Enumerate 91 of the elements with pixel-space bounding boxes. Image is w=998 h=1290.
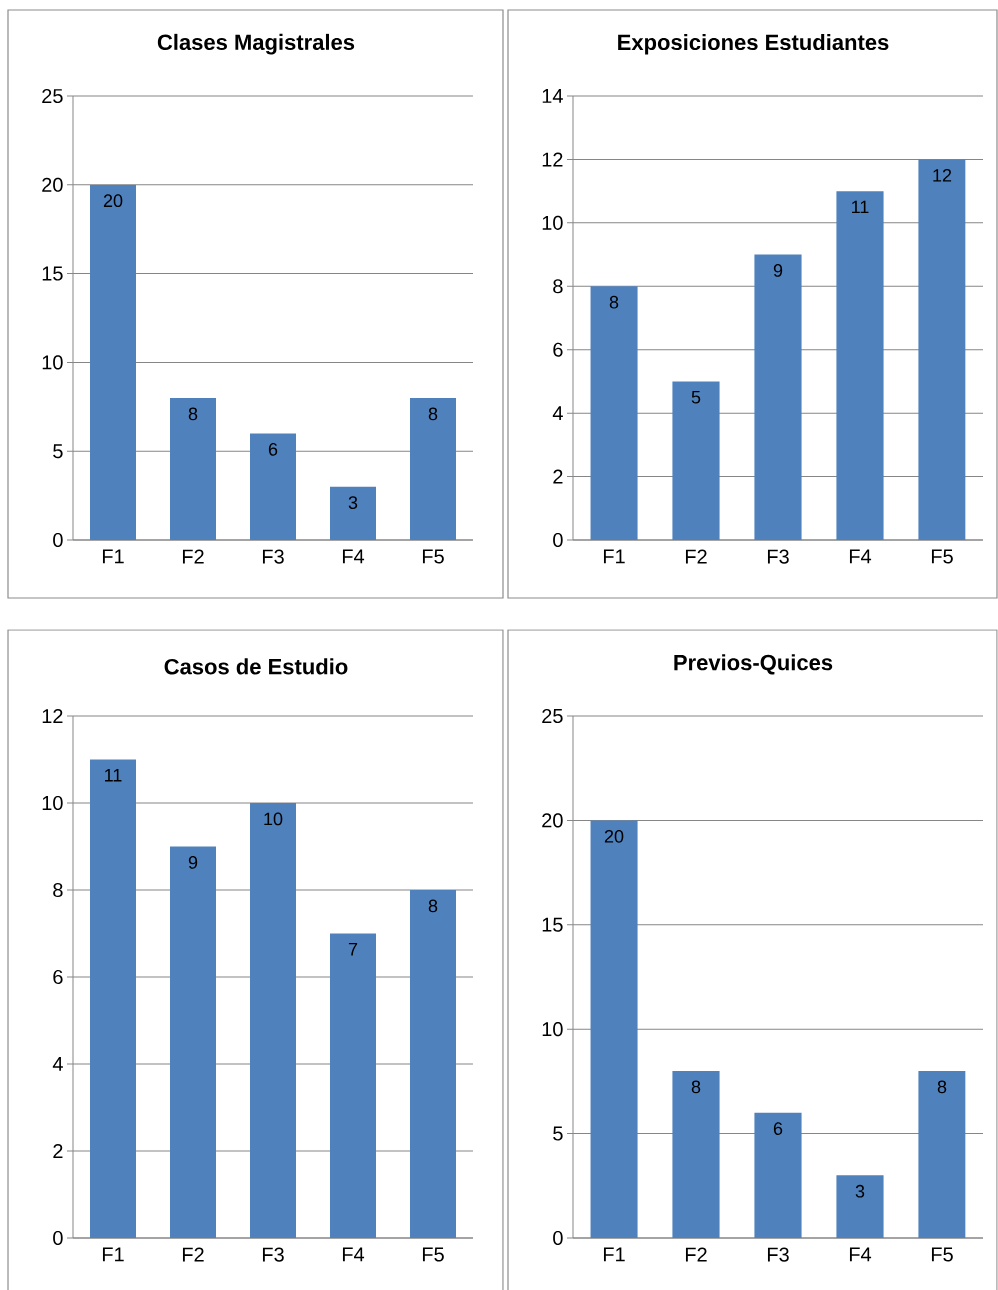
bar bbox=[836, 191, 884, 540]
y-tick-label: 0 bbox=[553, 532, 563, 548]
data-label: 8 bbox=[428, 407, 438, 421]
y-tick-label: 0 bbox=[53, 532, 63, 548]
data-label: 3 bbox=[855, 1184, 865, 1198]
x-tick-label: F2 bbox=[685, 549, 707, 564]
bar bbox=[754, 1112, 802, 1238]
y-tick-label: 5 bbox=[553, 1126, 563, 1141]
x-tick-label: F3 bbox=[767, 1247, 789, 1262]
data-label: 6 bbox=[268, 442, 278, 456]
y-tick-label: 4 bbox=[552, 406, 563, 421]
data-label: 9 bbox=[188, 856, 198, 869]
x-tick-label: F4 bbox=[342, 1247, 365, 1262]
y-tick-label: 14 bbox=[542, 89, 563, 103]
x-tick-label: F1 bbox=[102, 1247, 124, 1262]
y-tick-label: 8 bbox=[553, 279, 563, 294]
bar bbox=[590, 286, 638, 540]
y-tick-label: 4 bbox=[52, 1057, 63, 1071]
y-tick-label: 12 bbox=[542, 152, 563, 167]
y-tick-label: 10 bbox=[42, 795, 63, 811]
y-tick-label: 15 bbox=[542, 917, 563, 932]
y-tick-label: 25 bbox=[542, 708, 563, 724]
x-tick-label: F3 bbox=[767, 549, 789, 564]
y-tick-label: 25 bbox=[42, 88, 63, 104]
chart-title: Casos de Estudio bbox=[164, 658, 348, 675]
data-label: 7 bbox=[348, 943, 358, 956]
y-tick-label: 10 bbox=[42, 355, 63, 370]
y-tick-label: 8 bbox=[53, 882, 63, 898]
bar bbox=[329, 933, 376, 1238]
bar bbox=[250, 433, 296, 540]
x-tick-label: F1 bbox=[603, 549, 625, 564]
y-tick-label: 10 bbox=[542, 1022, 563, 1037]
data-label: 11 bbox=[105, 769, 122, 782]
chart-title: Previos-Quices bbox=[674, 654, 833, 675]
x-tick-label: F4 bbox=[849, 1247, 872, 1262]
x-tick-label: F4 bbox=[849, 549, 872, 564]
y-tick-label: 12 bbox=[42, 709, 63, 723]
y-tick-label: 5 bbox=[53, 444, 63, 459]
data-label: 8 bbox=[937, 1080, 947, 1094]
data-label: 5 bbox=[691, 390, 701, 404]
chart-title: Clases Magistrales bbox=[157, 33, 355, 55]
x-tick-label: F2 bbox=[685, 1247, 707, 1262]
x-tick-label: F5 bbox=[931, 549, 953, 564]
bar bbox=[170, 846, 216, 1238]
bar bbox=[754, 254, 802, 540]
chart-title: Exposiciones Estudiantes bbox=[618, 33, 889, 55]
y-tick-label: 0 bbox=[53, 1230, 63, 1246]
data-label: 6 bbox=[773, 1122, 783, 1135]
x-tick-label: F2 bbox=[182, 549, 204, 564]
y-tick-label: 2 bbox=[553, 469, 563, 484]
data-label: 8 bbox=[691, 1080, 701, 1094]
bar bbox=[409, 397, 456, 540]
x-tick-label: F1 bbox=[603, 1247, 625, 1262]
y-tick-label: 0 bbox=[553, 1230, 563, 1246]
y-tick-label: 20 bbox=[42, 177, 63, 192]
data-label: 20 bbox=[103, 194, 123, 208]
bar bbox=[90, 184, 136, 540]
data-label: 12 bbox=[933, 168, 952, 182]
bar bbox=[672, 1070, 720, 1238]
data-label: 20 bbox=[604, 829, 624, 843]
x-tick-label: F5 bbox=[931, 1247, 953, 1262]
bar bbox=[672, 381, 720, 540]
data-label: 8 bbox=[609, 295, 619, 309]
bar bbox=[409, 889, 456, 1238]
x-tick-label: F5 bbox=[422, 1247, 444, 1262]
bar bbox=[90, 759, 136, 1238]
x-tick-label: F1 bbox=[102, 549, 124, 564]
bar bbox=[329, 486, 376, 540]
bar bbox=[836, 1175, 884, 1238]
bar bbox=[170, 397, 216, 540]
x-tick-label: F3 bbox=[262, 549, 284, 564]
x-tick-label: F3 bbox=[262, 1247, 284, 1262]
y-tick-label: 20 bbox=[542, 813, 563, 828]
x-tick-label: F2 bbox=[182, 1247, 204, 1262]
bar bbox=[918, 159, 966, 540]
bar bbox=[250, 802, 296, 1238]
data-label: 8 bbox=[428, 899, 438, 913]
data-label: 9 bbox=[773, 264, 783, 277]
x-tick-label: F5 bbox=[422, 549, 444, 564]
bar bbox=[918, 1070, 966, 1238]
x-tick-label: F4 bbox=[342, 549, 365, 564]
data-label: 10 bbox=[264, 812, 283, 826]
y-tick-label: 15 bbox=[42, 266, 63, 281]
data-label: 11 bbox=[852, 200, 869, 214]
bar bbox=[590, 820, 638, 1238]
y-tick-label: 6 bbox=[553, 342, 563, 357]
data-label: 8 bbox=[188, 407, 198, 421]
y-tick-label: 6 bbox=[53, 969, 63, 985]
y-tick-label: 2 bbox=[53, 1144, 63, 1158]
data-label: 3 bbox=[348, 496, 358, 509]
y-tick-label: 10 bbox=[542, 215, 563, 230]
